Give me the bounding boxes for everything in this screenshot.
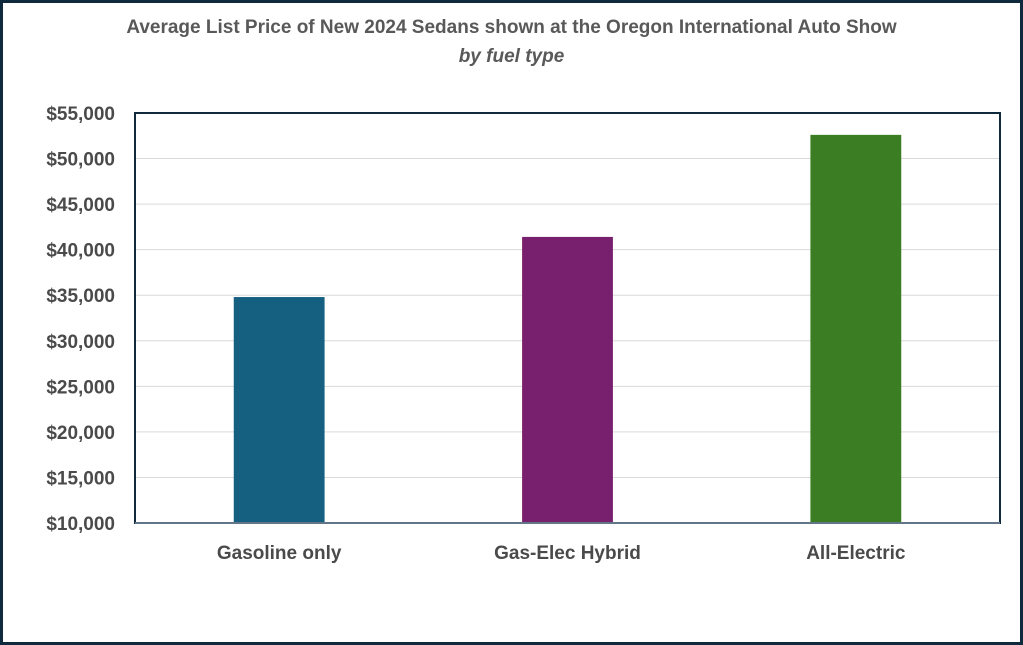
chart-title: Average List Price of New 2024 Sedans sh… (126, 17, 897, 38)
y-tick-label: $20,000 (46, 423, 115, 444)
y-tick-label: $25,000 (46, 377, 115, 398)
y-tick-label: $55,000 (46, 104, 115, 125)
y-tick-label: $15,000 (46, 468, 115, 489)
y-tick-label: $40,000 (46, 241, 115, 262)
bar-gas-elec-hybrid (522, 236, 613, 523)
bar-all-electric (810, 134, 902, 523)
y-tick-label: $50,000 (46, 150, 115, 171)
bars (233, 134, 902, 523)
chart-subtitle: by fuel type (458, 46, 565, 67)
x-axis-category-labels: Gasoline only Gas-Elec Hybrid All-Electric (217, 543, 906, 564)
x-category-label: Gasoline only (217, 543, 342, 564)
bar-gasoline-only (233, 297, 325, 523)
y-axis-tick-labels: $10,000 $15,000 $20,000 $25,000 $30,000 $35,0… (46, 104, 115, 535)
x-category-label: All-Electric (806, 543, 906, 564)
x-category-label: Gas-Elec Hybrid (494, 543, 641, 564)
y-tick-label: $30,000 (46, 332, 115, 353)
y-tick-label: $35,000 (46, 286, 115, 307)
y-tick-label: $45,000 (46, 195, 115, 216)
y-tick-label: $10,000 (46, 514, 115, 535)
